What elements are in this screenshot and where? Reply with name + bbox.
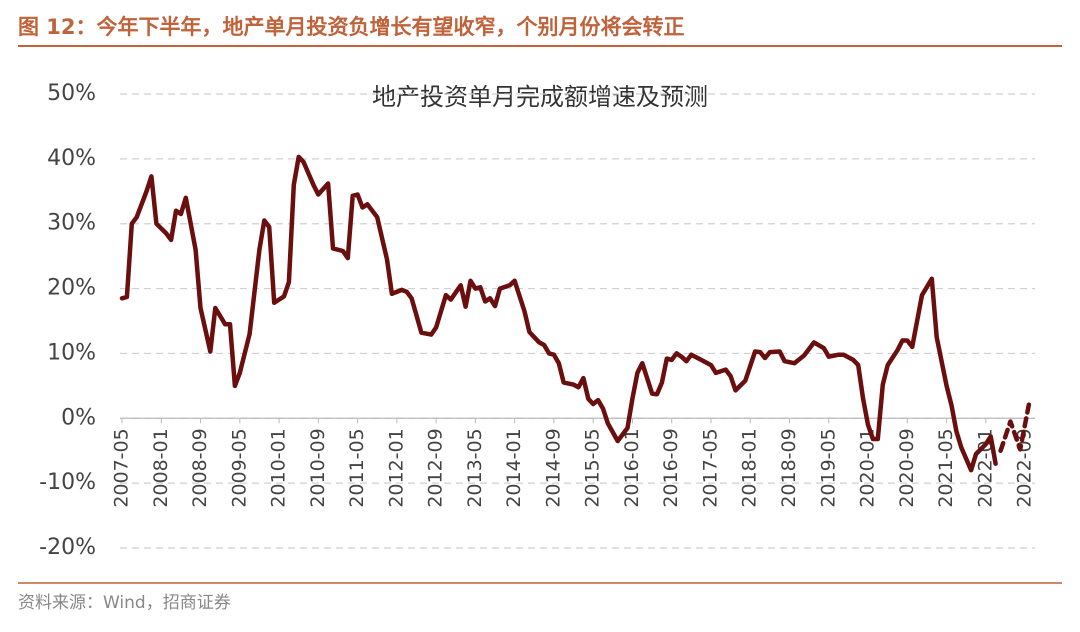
- x-tick-label: 2012-01: [385, 428, 407, 507]
- x-tick-label: 2010-09: [307, 428, 329, 507]
- y-tick-label: -10%: [39, 470, 96, 495]
- series-line: [119, 154, 998, 473]
- y-tick-label: 50%: [47, 81, 96, 106]
- x-tick-label: 2007-05: [111, 428, 133, 507]
- x-tick-label: 2008-01: [150, 428, 172, 507]
- x-tick-label: 2014-01: [503, 428, 525, 507]
- x-tick-label: 2016-09: [660, 428, 682, 507]
- x-tick-label: 2018-09: [778, 428, 800, 507]
- x-tick-label: 2015-05: [582, 428, 604, 507]
- x-tick-label: 2020-01: [857, 428, 879, 507]
- x-tick-label: 2016-01: [621, 428, 643, 507]
- figure-title: 图 12：今年下半年，地产单月投资负增长有望收窄，个别月份将会转正: [18, 15, 685, 39]
- y-tick-label: 20%: [47, 276, 96, 301]
- x-tick-label: 2014-09: [542, 428, 564, 507]
- x-tick-label: 2019-05: [817, 428, 839, 507]
- series-line: [998, 396, 1033, 453]
- y-tick-label: 10%: [47, 340, 96, 365]
- x-tick-label: 2010-01: [268, 428, 290, 507]
- x-tick-label: 2012-09: [425, 428, 447, 507]
- x-tick-label: 2009-05: [228, 428, 250, 507]
- y-tick-label: -20%: [39, 535, 96, 560]
- x-tick-label: 2008-09: [189, 428, 211, 507]
- x-tick-label: 2020-09: [896, 428, 918, 507]
- y-tick-label: 30%: [47, 211, 96, 236]
- x-tick-label: 2011-05: [346, 428, 368, 507]
- source: 资料来源：Wind，招商证券: [18, 593, 231, 613]
- x-tick-label: 2021-05: [935, 428, 957, 507]
- chart-title: 地产投资单月完成额增速及预测: [372, 83, 708, 111]
- x-tick-label: 2017-05: [699, 428, 721, 507]
- y-tick-label: 40%: [47, 146, 96, 171]
- y-tick-label: 0%: [61, 405, 96, 430]
- x-tick-label: 2018-01: [739, 428, 761, 507]
- x-tick-label: 2013-05: [464, 428, 486, 507]
